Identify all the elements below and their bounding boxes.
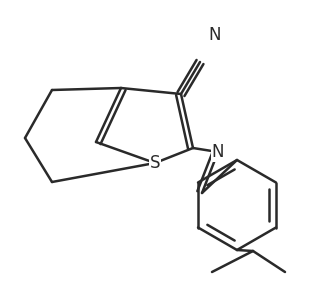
Text: N: N bbox=[212, 143, 224, 161]
Text: N: N bbox=[209, 26, 221, 44]
Text: S: S bbox=[150, 154, 160, 172]
